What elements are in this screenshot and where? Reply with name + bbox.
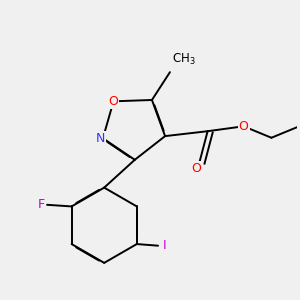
Text: O: O <box>191 162 201 175</box>
Text: I: I <box>163 239 166 252</box>
Text: O: O <box>109 95 118 108</box>
Text: O: O <box>239 120 248 133</box>
Text: CH$_3$: CH$_3$ <box>172 52 195 67</box>
Text: F: F <box>38 198 45 211</box>
Text: N: N <box>96 132 105 145</box>
